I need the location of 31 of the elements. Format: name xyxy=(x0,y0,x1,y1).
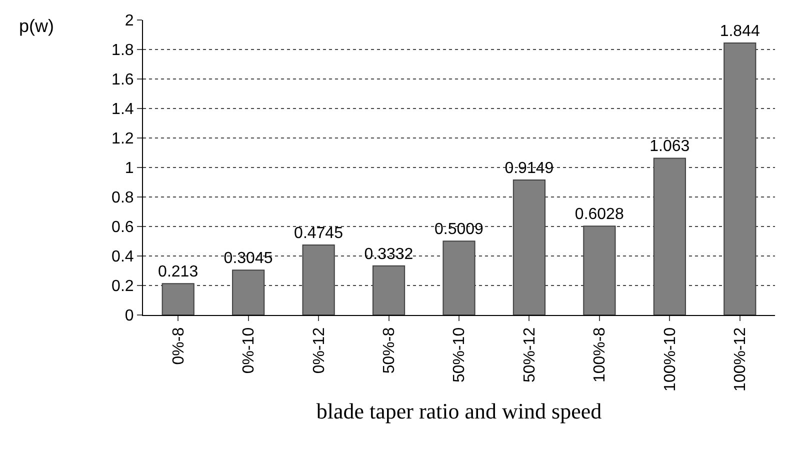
data-label: 0.3045 xyxy=(224,250,273,268)
y-tick-label: 0.4 xyxy=(112,248,134,266)
x-tick-label: 0%-10 xyxy=(240,327,258,374)
data-label: 1.844 xyxy=(720,23,760,40)
x-tick-label: 50%-10 xyxy=(451,327,468,383)
x-tick-label: 100%-8 xyxy=(592,327,609,383)
y-tick-label: 0.8 xyxy=(112,190,134,207)
y-tick-label: 0 xyxy=(124,308,134,325)
data-label: 0.5009 xyxy=(434,221,484,238)
y-tick-label: 0.2 xyxy=(112,278,134,296)
data-label: 1.063 xyxy=(650,138,690,156)
y-tick-label: 1.8 xyxy=(112,42,134,60)
data-label: 0.9149 xyxy=(504,160,554,178)
x-tick-label: 100%-12 xyxy=(732,327,750,392)
x-tick-label: 100%-10 xyxy=(662,327,679,392)
y-tick-label: 1.4 xyxy=(112,101,134,118)
y-tick-label: 1 xyxy=(124,160,134,178)
x-tick-label: 0%-12 xyxy=(310,327,328,374)
data-label: 0.6028 xyxy=(574,206,624,224)
data-label: 0.3332 xyxy=(364,246,414,263)
data-label: 0.4745 xyxy=(294,225,344,242)
y-tick-label: 2 xyxy=(124,12,134,30)
x-tick-label: 0%-8 xyxy=(170,327,188,365)
y-axis-title: p(w) xyxy=(19,16,54,36)
y-tick-label: 0.6 xyxy=(112,219,134,236)
y-tick-label: 1.2 xyxy=(112,130,134,148)
x-axis-title: blade taper ratio and wind speed xyxy=(316,398,602,424)
x-tick-label: 50%-12 xyxy=(521,327,538,383)
y-tick-label: 1.6 xyxy=(112,72,134,89)
x-tick-label: 50%-8 xyxy=(380,327,398,374)
data-label: 0.213 xyxy=(158,264,198,281)
